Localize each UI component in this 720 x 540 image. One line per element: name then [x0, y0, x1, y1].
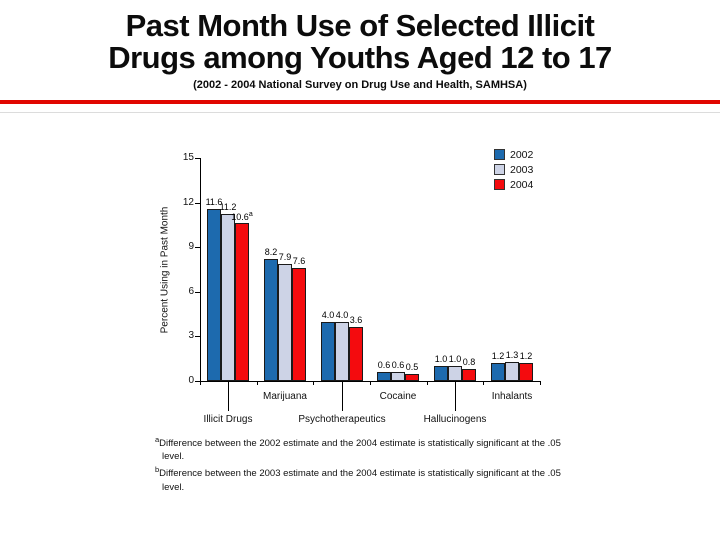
legend-swatch-2004 — [494, 179, 505, 190]
footnote-a: aDifference between the 2002 estimate an… — [155, 435, 579, 463]
bar-value-label-2004-illicit-drugs: 10.6a — [231, 211, 253, 222]
bar-value-label-2003-illicit-drugs: 11.2 — [219, 202, 237, 212]
bar-2004-psychotherapeutics — [349, 327, 363, 381]
category-label-cocaine: Cocaine — [379, 391, 417, 402]
bar-value-label-2003-inhalants: 1.3 — [505, 350, 519, 360]
legend-label-2004: 2004 — [510, 178, 534, 191]
bar-2002-hallucinogens — [434, 366, 448, 381]
page-title: Past Month Use of Selected Illicit Drugs… — [0, 10, 720, 74]
y-axis-tick — [195, 381, 200, 382]
accent-divider — [0, 100, 720, 104]
category-separator-tick — [455, 381, 456, 411]
legend-label-2002: 2002 — [510, 148, 534, 161]
y-axis-tick — [195, 336, 200, 337]
footnote-a-text: Difference between the 2002 estimate and… — [159, 438, 561, 463]
bar-value-label-2004-psychotherapeutics: 3.6 — [349, 315, 363, 325]
bar-value-label-2002-marijuana: 8.2 — [264, 247, 278, 257]
category-label-illicit-drugs: Illicit Drugs — [203, 414, 253, 425]
x-axis-tick — [313, 381, 314, 385]
legend-swatch-2002 — [494, 149, 505, 160]
bar-2003-illicit-drugs — [221, 214, 235, 381]
bar-2004-illicit-drugs — [235, 223, 249, 381]
bar-value-label-2004-cocaine: 0.5 — [405, 362, 419, 372]
page-title-line1: Past Month Use of Selected Illicit — [125, 8, 595, 43]
y-axis-tick-label: 3 — [188, 330, 194, 341]
bar-value-label-2002-cocaine: 0.6 — [377, 360, 391, 370]
category-separator-tick — [228, 381, 229, 411]
bar-value-label-2003-marijuana: 7.9 — [278, 252, 292, 262]
bar-value-label-2003-hallucinogens: 1.0 — [448, 354, 462, 364]
category-label-inhalants: Inhalants — [491, 391, 533, 402]
page-title-line2: Drugs among Youths Aged 12 to 17 — [108, 39, 612, 75]
legend-swatch-2003 — [494, 164, 505, 175]
bar-value-label-2002-illicit-drugs: 11.6 — [205, 197, 223, 207]
y-axis-tick — [195, 203, 200, 204]
bar-value-label-2002-psychotherapeutics: 4.0 — [321, 310, 335, 320]
x-axis-tick — [483, 381, 484, 385]
bar-2002-marijuana — [264, 259, 278, 381]
bar-value-label-2002-hallucinogens: 1.0 — [434, 354, 448, 364]
y-axis-tick-label: 9 — [188, 241, 194, 252]
bar-2004-hallucinogens — [462, 369, 476, 381]
bar-2002-illicit-drugs — [207, 209, 221, 381]
footnote-b: bDifference between the 2003 estimate an… — [155, 465, 579, 493]
bar-2004-marijuana — [292, 268, 306, 381]
footnotes: aDifference between the 2002 estimate an… — [155, 435, 579, 496]
y-axis-title: Percent Using in Past Month — [159, 206, 171, 334]
y-axis-tick-label: 15 — [182, 152, 194, 163]
page-subtitle: (2002 - 2004 National Survey on Drug Use… — [193, 79, 527, 91]
bar-value-label-2004-marijuana: 7.6 — [292, 256, 306, 266]
footnote-a-marker: a — [155, 435, 160, 444]
chart-legend: 2002 2003 2004 — [494, 147, 533, 192]
category-label-psychotherapeutics: Psychotherapeutics — [298, 414, 386, 425]
bar-2003-cocaine — [391, 372, 405, 381]
bar-value-label-2004-hallucinogens: 0.8 — [462, 357, 476, 367]
legend-row-2002: 2002 — [494, 147, 533, 162]
bar-value-label-2003-cocaine: 0.6 — [391, 360, 405, 370]
bar-2003-marijuana — [278, 264, 292, 381]
bar-value-label-2004-inhalants: 1.2 — [519, 351, 533, 361]
y-axis-tick-label: 12 — [182, 197, 194, 208]
legend-label-2003: 2003 — [510, 163, 534, 176]
category-label-marijuana: Marijuana — [263, 391, 307, 402]
bar-2002-inhalants — [491, 363, 505, 381]
legend-row-2003: 2003 — [494, 162, 533, 177]
x-axis-tick — [427, 381, 428, 385]
bar-2003-inhalants — [505, 362, 519, 381]
bar-2002-cocaine — [377, 372, 391, 381]
secondary-divider — [0, 112, 720, 113]
bar-value-label-2002-inhalants: 1.2 — [491, 351, 505, 361]
footnote-b-text: Difference between the 2003 estimate and… — [159, 468, 561, 493]
legend-row-2004: 2004 — [494, 177, 533, 192]
bar-2003-psychotherapeutics — [335, 322, 349, 381]
footnote-b-marker: b — [155, 465, 160, 475]
y-axis-tick-label: 0 — [188, 375, 194, 386]
bar-value-label-2003-psychotherapeutics: 4.0 — [335, 310, 349, 320]
category-label-hallucinogens: Hallucinogens — [423, 414, 487, 425]
bar-2002-psychotherapeutics — [321, 322, 335, 381]
y-axis-tick — [195, 158, 200, 159]
x-axis-tick — [257, 381, 258, 385]
bar-2004-inhalants — [519, 363, 533, 381]
y-axis-tick — [195, 292, 200, 293]
y-axis-tick-label: 6 — [188, 286, 194, 297]
y-axis — [200, 158, 201, 382]
category-separator-tick — [342, 381, 343, 411]
y-axis-tick — [195, 247, 200, 248]
x-axis-tick — [200, 381, 201, 385]
x-axis-tick — [540, 381, 541, 385]
bar-2003-hallucinogens — [448, 366, 462, 381]
bar-2004-cocaine — [405, 374, 419, 381]
x-axis-tick — [370, 381, 371, 385]
